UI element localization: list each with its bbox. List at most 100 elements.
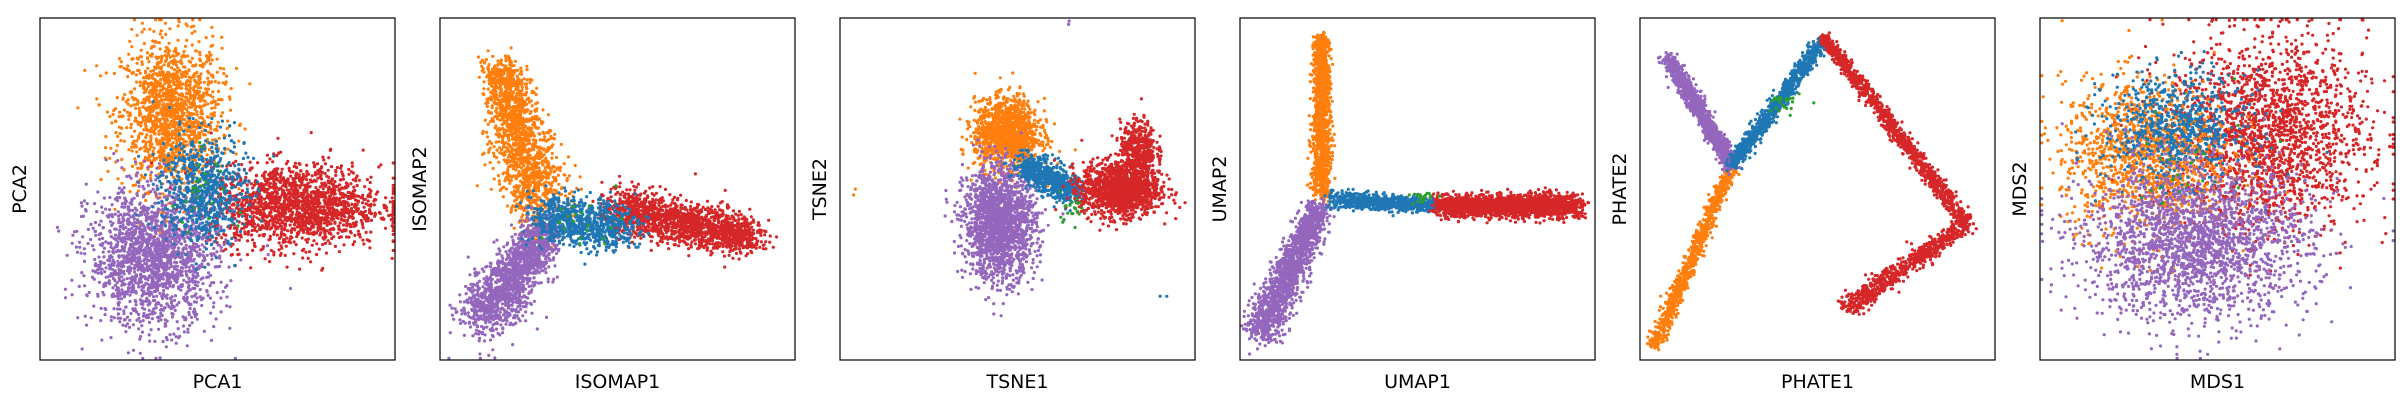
scatter-point	[119, 139, 123, 143]
scatter-point	[155, 272, 159, 276]
scatter-point	[215, 57, 219, 61]
scatter-point	[269, 206, 273, 210]
scatter-point	[208, 284, 212, 288]
scatter-point	[261, 225, 265, 229]
scatter-point	[190, 31, 194, 35]
scatter-point	[304, 218, 309, 222]
scatter-point	[164, 335, 168, 340]
scatter-point	[151, 149, 155, 153]
scatter-point	[116, 259, 120, 263]
scatter-point	[365, 238, 369, 242]
scatter-point	[167, 53, 171, 57]
scatter-point	[207, 148, 211, 152]
scatter-point	[318, 191, 322, 195]
scatter-point	[134, 116, 138, 120]
scatter-point	[159, 71, 163, 75]
scatter-point	[152, 307, 156, 311]
scatter-point	[109, 336, 113, 340]
scatter-point	[154, 66, 158, 70]
scatter-point	[353, 188, 357, 192]
scatter-point	[222, 242, 226, 247]
scatter-point	[357, 194, 361, 198]
scatter-point	[256, 223, 260, 227]
scatter-point	[218, 66, 222, 70]
scatter-point	[237, 207, 241, 211]
scatter-point	[83, 314, 87, 318]
scatter-point	[160, 223, 164, 227]
scatter-point	[320, 268, 324, 272]
scatter-point	[333, 199, 337, 204]
scatter-point	[172, 110, 176, 114]
scatter-point	[252, 244, 257, 248]
scatter-point	[314, 252, 319, 257]
scatter-point	[210, 58, 214, 62]
scatter-point	[214, 317, 218, 321]
scatter-point	[281, 184, 285, 188]
scatter-point	[316, 201, 321, 205]
scatter-point	[182, 50, 186, 54]
scatter-point	[384, 196, 388, 200]
scatter-point	[239, 258, 243, 262]
scatter-point	[136, 171, 140, 175]
scatter-point	[108, 208, 112, 212]
scatter-point	[354, 179, 358, 183]
scatter-point	[250, 223, 254, 227]
scatter-point	[136, 68, 140, 73]
scatter-point	[190, 321, 194, 325]
scatter-point	[188, 83, 192, 87]
scatter-point	[163, 268, 167, 272]
scatter-point	[232, 226, 237, 230]
scatter-point	[215, 291, 219, 295]
scatter-point	[255, 210, 259, 214]
scatter-point	[391, 192, 395, 196]
scatter-point	[163, 21, 168, 25]
scatter-point	[176, 38, 180, 42]
scatter-point	[193, 279, 197, 283]
scatter-point	[182, 278, 186, 282]
scatter-point	[391, 219, 395, 224]
scatter-point	[151, 86, 155, 90]
scatter-point	[212, 99, 216, 103]
scatter-point	[265, 153, 269, 157]
scatter-point	[134, 228, 138, 232]
scatter-point	[184, 265, 188, 269]
scatter-point	[355, 183, 359, 188]
scatter-point	[321, 187, 325, 191]
scatter-point	[194, 242, 199, 246]
scatter-point	[149, 81, 154, 85]
scatter-point	[229, 108, 233, 112]
scatter-point	[180, 86, 184, 90]
scatter-point	[325, 211, 329, 215]
scatter-point	[175, 320, 179, 324]
scatter-point	[229, 279, 233, 283]
scatter-point	[140, 62, 144, 66]
scatter-point	[198, 80, 203, 85]
scatter-point	[126, 102, 130, 106]
scatter-point	[142, 41, 146, 46]
scatter-point	[211, 305, 216, 309]
scatter-point	[184, 87, 188, 91]
scatter-point	[174, 264, 178, 268]
scatter-point	[70, 293, 74, 297]
scatter-point	[181, 105, 185, 109]
scatter-point	[107, 250, 111, 254]
scatter-point	[162, 127, 166, 131]
scatter-point	[132, 270, 137, 274]
scatter-point	[152, 69, 156, 73]
scatter-point	[170, 315, 174, 319]
scatter-point	[205, 288, 209, 293]
scatter-point	[99, 260, 103, 264]
scatter-point	[275, 190, 279, 194]
scatter-point	[214, 236, 218, 240]
scatter-point	[347, 167, 351, 172]
scatter-point	[85, 202, 89, 206]
scatter-point	[141, 118, 145, 122]
scatter-point	[280, 246, 284, 250]
scatter-point	[158, 60, 162, 65]
scatter-point	[185, 24, 189, 28]
scatter-point	[245, 224, 249, 229]
scatter-point	[338, 228, 342, 232]
scatter-point	[114, 149, 118, 153]
scatter-point	[206, 83, 210, 87]
scatter-point	[295, 165, 299, 170]
